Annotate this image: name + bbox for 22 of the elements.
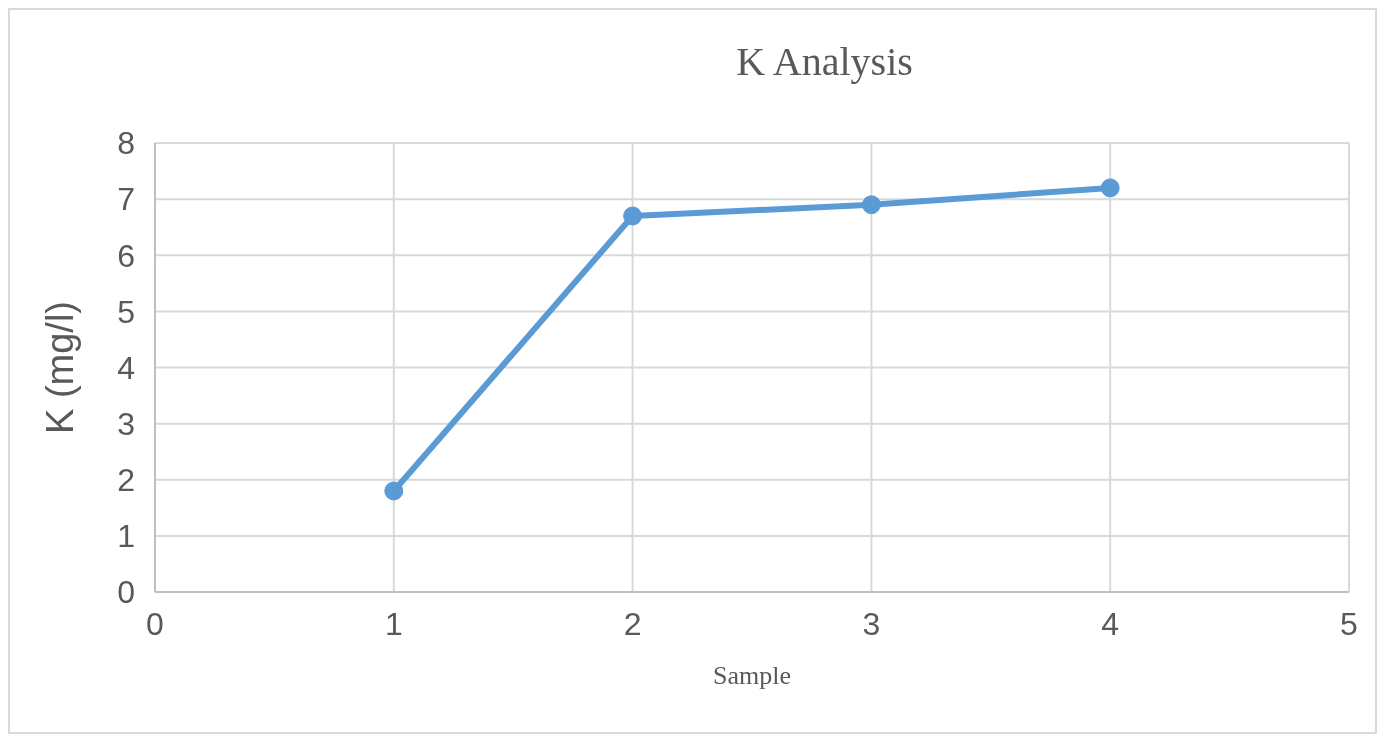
y-tick-label: 0 [117,574,135,611]
point [623,206,643,226]
point [861,195,881,215]
y-tick-label: 6 [117,237,135,274]
y-tick-label: 4 [117,349,135,386]
x-axis-title: Sample [713,661,791,690]
y-tick-label: 5 [117,293,135,330]
y-axis-title: K (mg/l) [39,301,82,434]
point [384,481,404,501]
x-tick-label: 2 [623,605,642,642]
x-tick-label: 0 [146,605,164,642]
y-tick-label: 2 [117,462,135,499]
y-tick-label: 8 [117,125,135,162]
x-tick-label: 1 [384,605,403,642]
y-tick-label: 1 [117,518,135,555]
x-tick-label: 4 [1101,605,1120,642]
chart-title: K Analysis [735,38,914,85]
y-tick-label: 7 [117,181,135,218]
point [1100,178,1120,198]
y-tick-label: 3 [117,405,135,442]
x-tick-label: 5 [1340,605,1358,642]
x-tick-label: 3 [862,605,881,642]
